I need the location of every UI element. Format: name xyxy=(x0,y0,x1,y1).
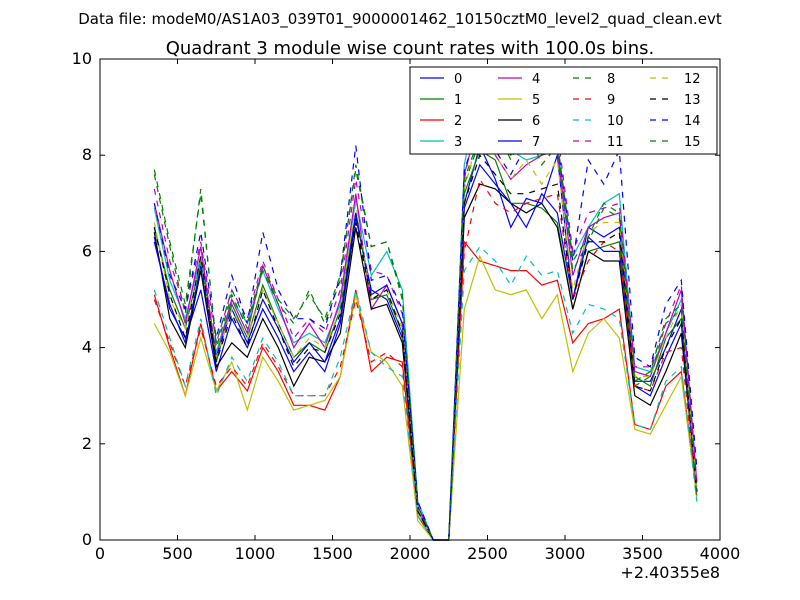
legend-box xyxy=(409,66,718,155)
y-tick-label: 10 xyxy=(72,49,92,68)
series-line-5 xyxy=(153,254,698,541)
legend-label-11: 11 xyxy=(607,135,624,150)
x-tick-label: 3500 xyxy=(622,544,663,563)
series-line-10 xyxy=(153,245,698,541)
y-tick-label: 0 xyxy=(82,530,92,549)
chart-title: Quadrant 3 module wise count rates with … xyxy=(166,38,655,59)
plot-area xyxy=(153,87,698,541)
legend-label-3: 3 xyxy=(454,135,462,150)
x-tick-label: 1500 xyxy=(312,544,353,563)
legend-label-0: 0 xyxy=(454,72,462,87)
datafile-label: Data file: modeM0/AS1A03_039T01_90000014… xyxy=(78,10,722,29)
x-tick-label: 500 xyxy=(162,544,193,563)
series-line-3 xyxy=(153,87,698,541)
legend-label-4: 4 xyxy=(532,72,540,87)
legend-label-6: 6 xyxy=(532,114,540,129)
x-tick-label: 0 xyxy=(95,544,105,563)
y-tick-label: 8 xyxy=(82,145,92,164)
legend-label-13: 13 xyxy=(684,93,701,108)
x-offset-label: +2.40355e8 xyxy=(620,563,720,582)
legend-label-9: 9 xyxy=(607,93,615,108)
y-tick-label: 6 xyxy=(82,241,92,260)
legend-label-1: 1 xyxy=(454,93,462,108)
y-tick-label: 4 xyxy=(82,338,92,357)
legend-label-7: 7 xyxy=(532,135,540,150)
x-tick-label: 2500 xyxy=(467,544,508,563)
series-line-13 xyxy=(153,153,698,541)
legend-label-5: 5 xyxy=(532,93,540,108)
x-tick-label: 3000 xyxy=(545,544,586,563)
legend-label-15: 15 xyxy=(684,135,701,150)
x-tick-label: 2000 xyxy=(390,544,431,563)
legend-label-2: 2 xyxy=(454,114,462,129)
legend-label-10: 10 xyxy=(607,114,624,129)
series-line-15 xyxy=(153,130,698,541)
legend-label-14: 14 xyxy=(684,114,701,129)
x-tick-label: 1000 xyxy=(235,544,276,563)
x-tick-label: 4000 xyxy=(700,544,741,563)
legend-label-12: 12 xyxy=(684,72,701,87)
legend-label-8: 8 xyxy=(607,72,615,87)
y-tick-label: 2 xyxy=(82,434,92,453)
